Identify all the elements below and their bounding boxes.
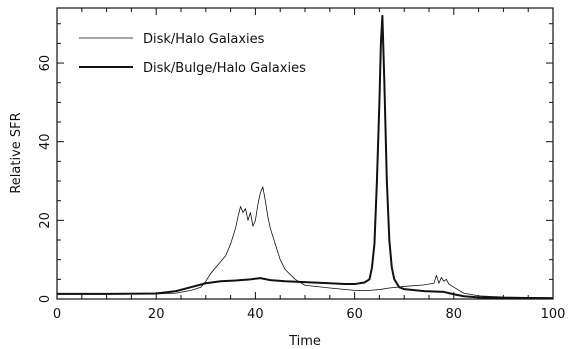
x-tick-label: 100 — [541, 307, 566, 322]
axis-tick-labels: 0 20 40 60 80 100 0 20 40 60 — [38, 55, 565, 322]
series-layer — [57, 14, 554, 300]
series-line-disk-halo — [57, 186, 554, 299]
legend: Disk/Halo Galaxies Disk/Bulge/Halo Galax… — [79, 32, 306, 76]
axis-ticks — [56, 8, 554, 300]
y-tick-label: 0 — [38, 295, 53, 303]
series-line-disk-bulge-halo — [57, 14, 554, 300]
y-axis-title: Relative SFR — [9, 112, 24, 193]
x-axis-title: Time — [288, 334, 321, 349]
x-tick-label: 20 — [148, 307, 165, 322]
x-tick-label: 60 — [346, 307, 363, 322]
y-tick-label: 60 — [38, 55, 53, 72]
y-tick-label: 20 — [38, 212, 53, 229]
x-tick-label: 40 — [247, 307, 264, 322]
x-tick-label: 0 — [53, 307, 61, 322]
legend-label-disk-bulge-halo: Disk/Bulge/Halo Galaxies — [143, 61, 306, 76]
legend-label-disk-halo: Disk/Halo Galaxies — [143, 32, 265, 47]
plot-frame — [56, 7, 554, 300]
y-tick-label: 40 — [38, 133, 53, 150]
x-tick-label: 80 — [446, 307, 463, 322]
